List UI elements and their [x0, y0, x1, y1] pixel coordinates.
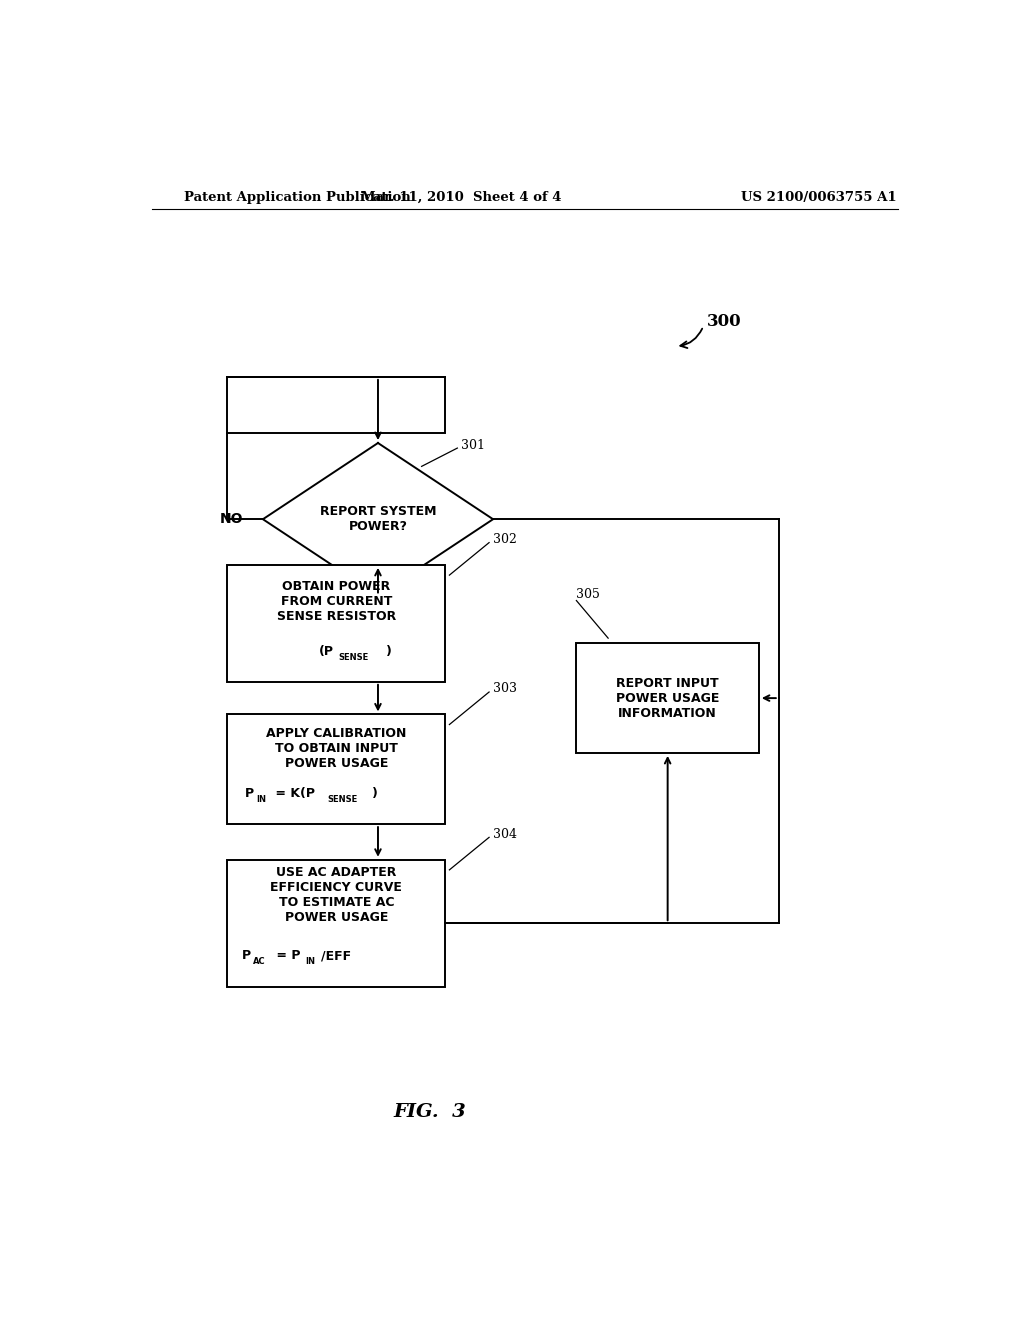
Text: 305: 305 — [577, 587, 600, 601]
Bar — [227, 378, 445, 433]
Text: SENSE: SENSE — [338, 653, 369, 663]
Text: P: P — [242, 949, 251, 962]
Text: 304: 304 — [494, 828, 517, 841]
Text: REPORT INPUT
POWER USAGE
INFORMATION: REPORT INPUT POWER USAGE INFORMATION — [616, 677, 719, 719]
Text: P: P — [245, 787, 254, 800]
Text: Patent Application Publication: Patent Application Publication — [183, 190, 411, 203]
Text: FIG.  3: FIG. 3 — [393, 1102, 466, 1121]
Text: ): ) — [372, 787, 378, 800]
Text: IN: IN — [305, 957, 315, 966]
Text: 301: 301 — [461, 438, 485, 451]
Text: = P: = P — [271, 949, 300, 962]
Bar — [227, 714, 445, 824]
Text: SENSE: SENSE — [328, 795, 357, 804]
Text: 303: 303 — [494, 682, 517, 696]
Text: IN: IN — [256, 795, 266, 804]
Text: /EFF: /EFF — [321, 949, 351, 962]
Text: 300: 300 — [708, 313, 742, 330]
Text: (P: (P — [318, 645, 334, 659]
Text: NO: NO — [219, 512, 243, 527]
Text: = K(P: = K(P — [270, 787, 314, 800]
Text: US 2100/0063755 A1: US 2100/0063755 A1 — [740, 190, 896, 203]
Text: ): ) — [385, 645, 391, 659]
Bar — [227, 565, 445, 682]
Text: Mar. 11, 2010  Sheet 4 of 4: Mar. 11, 2010 Sheet 4 of 4 — [361, 190, 561, 203]
Text: AC: AC — [253, 957, 265, 966]
Bar — [577, 643, 759, 752]
Text: OBTAIN POWER
FROM CURRENT
SENSE RESISTOR: OBTAIN POWER FROM CURRENT SENSE RESISTOR — [276, 579, 396, 623]
FancyArrowPatch shape — [680, 329, 702, 348]
Bar — [227, 859, 445, 987]
Text: APPLY CALIBRATION
TO OBTAIN INPUT
POWER USAGE: APPLY CALIBRATION TO OBTAIN INPUT POWER … — [266, 727, 407, 771]
Text: REPORT SYSTEM
POWER?: REPORT SYSTEM POWER? — [319, 506, 436, 533]
Text: YES: YES — [374, 611, 400, 623]
Text: USE AC ADAPTER
EFFICIENCY CURVE
TO ESTIMATE AC
POWER USAGE: USE AC ADAPTER EFFICIENCY CURVE TO ESTIM… — [270, 866, 402, 924]
Text: 302: 302 — [494, 533, 517, 546]
